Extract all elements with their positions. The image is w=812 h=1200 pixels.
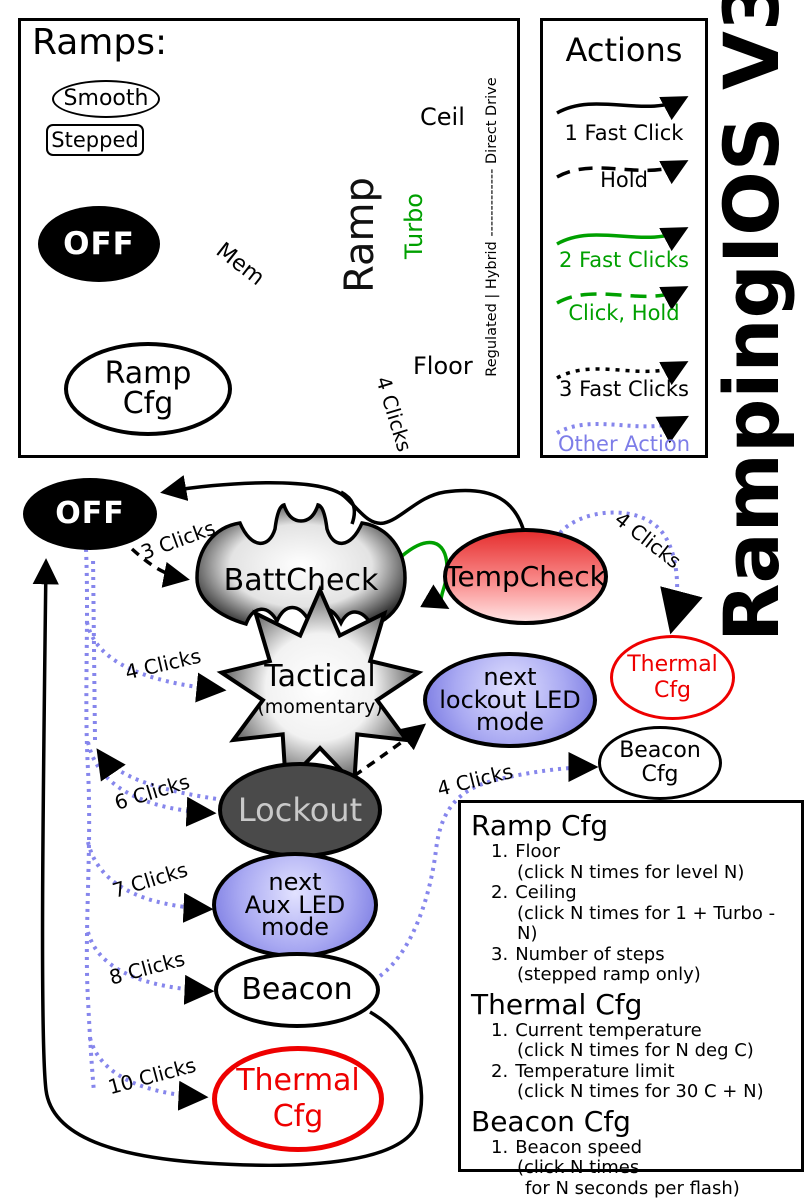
thermal-cfg-node: Thermal Cfg (610, 635, 735, 720)
click-hold-arrow (556, 286, 689, 311)
next-lockout-led-line3: mode (475, 708, 545, 737)
ramp-cfg-item-1: 1. Floor (491, 841, 560, 862)
ramp-cfg-item-3: 3. Number of steps (491, 943, 665, 965)
off-node-top: OFF (38, 206, 160, 282)
one-fast-click-arrow (556, 96, 689, 121)
drive-scale-label: Regulated | Hybrid ------------- Direct … (484, 77, 500, 377)
one-fast-click-label: 1 Fast Click (564, 121, 684, 145)
hold-arrow (556, 160, 689, 185)
next-aux-led-line3: mode (260, 913, 330, 942)
beacon-to-off-return-arrow (32, 558, 424, 1167)
click-hold-label: Click, Hold (568, 301, 680, 325)
off-label: OFF (63, 225, 135, 262)
turbo-label: Turbo (400, 193, 428, 260)
tempcheck-node: TempCheck (443, 528, 608, 625)
next-lockout-led-line2: lockout LED (439, 685, 581, 714)
tactical-label-line2: (momentary) (257, 696, 383, 718)
other-action-arrow (556, 415, 689, 443)
floor-label: Floor (413, 352, 473, 380)
next-aux-led-line1: next (268, 867, 322, 896)
ramp-bar-label: Ramp (337, 177, 383, 293)
lockout-to-off-stem (91, 555, 97, 741)
next-aux-led-line2: Aux LED (244, 890, 346, 919)
two-fast-clicks-label: 2 Fast Clicks (559, 248, 689, 272)
beacon-node: Beacon (214, 952, 380, 1028)
thermal-cfg-item-2-detail: (click N times for 30 C + N) (517, 1081, 764, 1103)
tactical-shape (216, 584, 424, 789)
beacon-to-beaconcfg-arrow (378, 752, 599, 978)
thermal-cfg-section-title: Thermal Cfg (471, 987, 643, 1021)
tactical-label-line1: Tactical (264, 659, 376, 694)
thermal-cfg-label-line1: Thermal (627, 652, 718, 678)
thermal-cfg-item-2: 2. Temperature limit (491, 1060, 675, 1082)
off-to-lockout-arrow (86, 741, 217, 827)
two-fast-clicks-arrow (556, 227, 689, 252)
thermal-cfg-item-1: 1. Current temperature (491, 1019, 702, 1041)
thermal-cfg-bottom-line1: Thermal (236, 1063, 360, 1098)
off-to-battcheck-arrow (130, 547, 190, 588)
beacon-cfg-item-1-detail2: for N seconds per flash) (525, 1177, 740, 1199)
beacon-cfg-node: Beacon Cfg (598, 726, 722, 800)
tempcheck-label: TempCheck (445, 559, 606, 593)
beacon-cfg-item-1-detail: (click N times (517, 1157, 640, 1179)
lockout-label: Lockout (237, 791, 363, 829)
battcheck-shape (195, 502, 407, 629)
off-node-main: OFF (23, 478, 157, 550)
tactical-label: Tactical (momentary) (230, 662, 410, 718)
beacon-cfg-label-line1: Beacon (619, 737, 701, 763)
thermal-cfg-label-line2: Cfg (653, 677, 692, 703)
beacon-cfg-item-1: 1. Beacon speed (491, 1136, 643, 1158)
smooth-ramp-label: Smooth (63, 86, 149, 111)
thermal-cfg-bottom-line2: Cfg (272, 1099, 324, 1134)
battcheck-label: BattCheck (223, 563, 379, 598)
ramp-cfg-item-2: 2. Ceiling (491, 882, 577, 904)
ramps-box-title: Ramps: (32, 22, 168, 63)
cfg-info-box: Ramp Cfg 1. Floor (click N times for leve… (458, 800, 804, 1198)
beacon-cfg-section-title: Beacon Cfg (471, 1104, 631, 1138)
off-to-beacon-arrow (86, 931, 215, 1005)
ramp-cfg-label-line2: Cfg (122, 386, 174, 421)
ramp-cfg-section-title: Ramp Cfg (471, 809, 609, 842)
ceil-label: Ceil (420, 103, 465, 131)
thermal-cfg-item-1-detail: (click N times for N deg C) (517, 1040, 754, 1062)
battcheck-to-off-stub (340, 490, 357, 525)
lockout-to-off-arrow (96, 748, 225, 802)
hold-label: Hold (600, 168, 648, 192)
ramp-cfg-item-2-detail: (click N times for 1 + Turbo - N) (517, 902, 776, 945)
ramp-cfg-item-1-detail: (click N times for level N) (517, 861, 745, 883)
thermal-cfg-node-bottom: Thermal Cfg (212, 1046, 384, 1152)
actions-box: Actions 1 Fast Click Hold 2 Fast Clicks … (540, 18, 708, 458)
smooth-ramp-node: Smooth (52, 80, 160, 118)
ramp-cfg-item-3-detail: (stepped ramp only) (517, 964, 701, 986)
page-title: RampingIOS V3 (707, 0, 796, 642)
next-aux-led-node: next Aux LED mode (212, 852, 378, 958)
lockout-node: Lockout (218, 762, 382, 858)
beacon-cfg-label-line2: Cfg (641, 762, 679, 787)
lockout-to-lockoutled-arrow (352, 723, 427, 778)
stepped-ramp-node: Stepped (46, 124, 144, 156)
beacon-label: Beacon (241, 972, 353, 1007)
off-main-label: OFF (55, 496, 125, 531)
off-to-auxled-arrow (86, 841, 214, 923)
battcheck-to-tempcheck-arrow (400, 540, 450, 609)
next-lockout-led-node: next lockout LED mode (423, 652, 597, 748)
actions-box-title: Actions (565, 31, 683, 69)
three-fast-clicks-label: 3 Fast Clicks (559, 377, 689, 401)
ramp-cfg-node: Ramp Cfg (64, 342, 232, 436)
ramp-cfg-label-line1: Ramp (104, 356, 192, 391)
stepped-ramp-label: Stepped (51, 127, 139, 152)
next-lockout-led-line1: next (483, 662, 537, 691)
tempcheck-to-off-arrow (160, 475, 529, 547)
other-action-label: Other Action (557, 432, 691, 456)
